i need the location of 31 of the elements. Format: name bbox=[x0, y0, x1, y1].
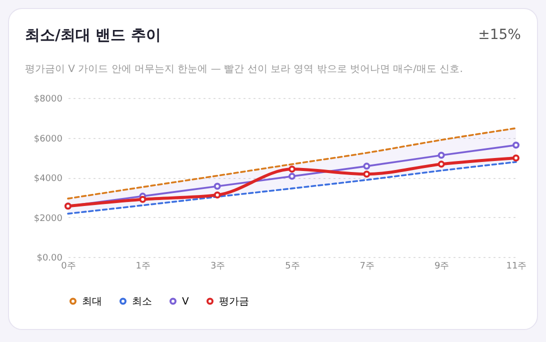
legend-label: 최대 bbox=[82, 296, 102, 308]
point bbox=[214, 191, 221, 198]
point bbox=[288, 172, 296, 180]
chart-title: 최소/최대 밴드 추이 bbox=[25, 26, 161, 45]
y-tick-label: $8000 bbox=[34, 94, 63, 104]
y-tick-label: $6000 bbox=[34, 134, 63, 144]
point bbox=[438, 152, 445, 159]
x-tick-label: 7주 bbox=[360, 262, 375, 272]
legend-label: V bbox=[182, 296, 189, 308]
line-series bbox=[67, 127, 517, 200]
point bbox=[139, 196, 146, 203]
y-tick-label: $2000 bbox=[34, 214, 63, 224]
chart-subtitle: 평가금이 V 가이드 안에 머무는지 한눈에 — 빨간 선이 보라 영역 밖으로 벗어나면 매수/매도 신호. bbox=[25, 63, 463, 76]
point bbox=[363, 170, 370, 178]
point bbox=[512, 142, 520, 149]
x-tick-label: 11주 bbox=[506, 262, 527, 272]
y-tick-label: $4000 bbox=[34, 174, 63, 184]
y-tick-label: $0.00 bbox=[36, 254, 63, 264]
point bbox=[214, 182, 221, 190]
x-tick-label: 0주 bbox=[61, 262, 76, 272]
text: ±15% bbox=[478, 27, 521, 43]
legend-label: 평가금 bbox=[219, 296, 249, 308]
legend-label: 최소 bbox=[132, 296, 152, 308]
point bbox=[512, 154, 520, 162]
x-tick-label: 3주 bbox=[210, 262, 226, 272]
point bbox=[438, 160, 445, 168]
x-tick-label: 9주 bbox=[434, 262, 450, 272]
point bbox=[363, 162, 370, 170]
point bbox=[288, 166, 296, 173]
x-tick-label: 5주 bbox=[285, 262, 300, 272]
x-tick-label: 1주 bbox=[136, 262, 151, 272]
